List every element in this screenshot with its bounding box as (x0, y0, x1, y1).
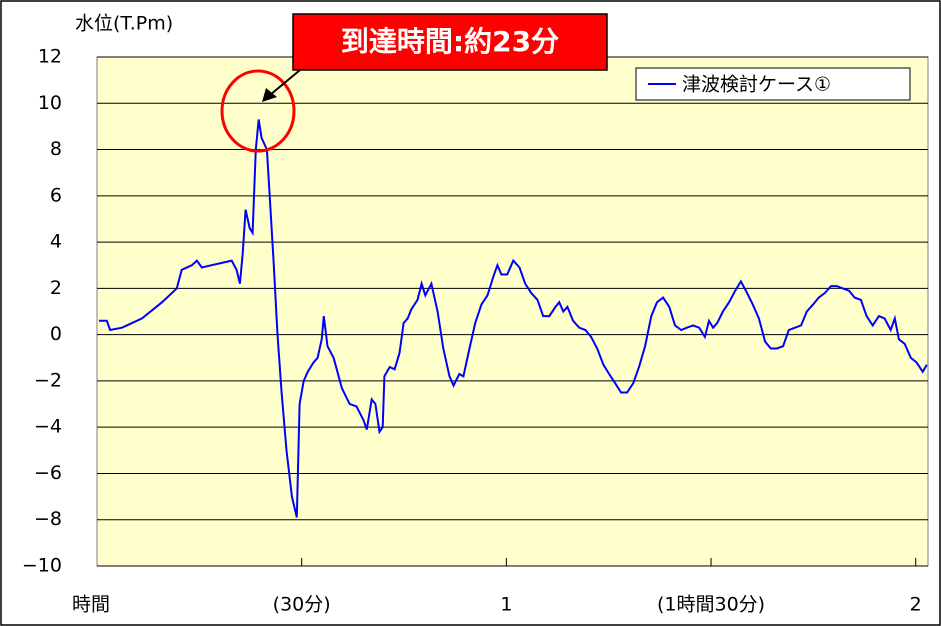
x-tick-label: (30分) (273, 594, 331, 616)
y-tick-label: 6 (50, 184, 62, 206)
annotation-box (292, 13, 608, 71)
legend-box (635, 67, 911, 101)
y-tick-label: −6 (34, 462, 62, 484)
arrow-shaft (269, 69, 301, 96)
y-tick-label: −10 (22, 555, 62, 577)
x-tick-label: 2 (910, 594, 922, 616)
highlight-circle (220, 69, 296, 153)
y-tick-label: −8 (34, 508, 62, 530)
data-line (99, 119, 928, 518)
y-tick-label: −2 (34, 369, 62, 391)
y-tick-label: 10 (38, 92, 62, 114)
y-axis-label: 水位(T.Pm) (75, 13, 173, 35)
annotation-text: 到達時間:約23分 (341, 25, 559, 58)
x-tick-label: (1時間30分) (657, 594, 765, 616)
legend-label: 津波検討ケース① (682, 74, 831, 96)
plot-area (96, 56, 929, 567)
arrow-head (262, 88, 277, 102)
y-tick-label: 4 (50, 231, 62, 253)
x-axis-label: 時間 (72, 594, 110, 616)
y-tick-label: 0 (50, 323, 62, 345)
y-tick-label: 8 (50, 138, 62, 160)
x-tick-label: 1 (500, 594, 512, 616)
y-tick-label: 12 (38, 46, 62, 68)
y-tick-label: −4 (34, 416, 62, 438)
y-tick-label: 2 (50, 277, 62, 299)
